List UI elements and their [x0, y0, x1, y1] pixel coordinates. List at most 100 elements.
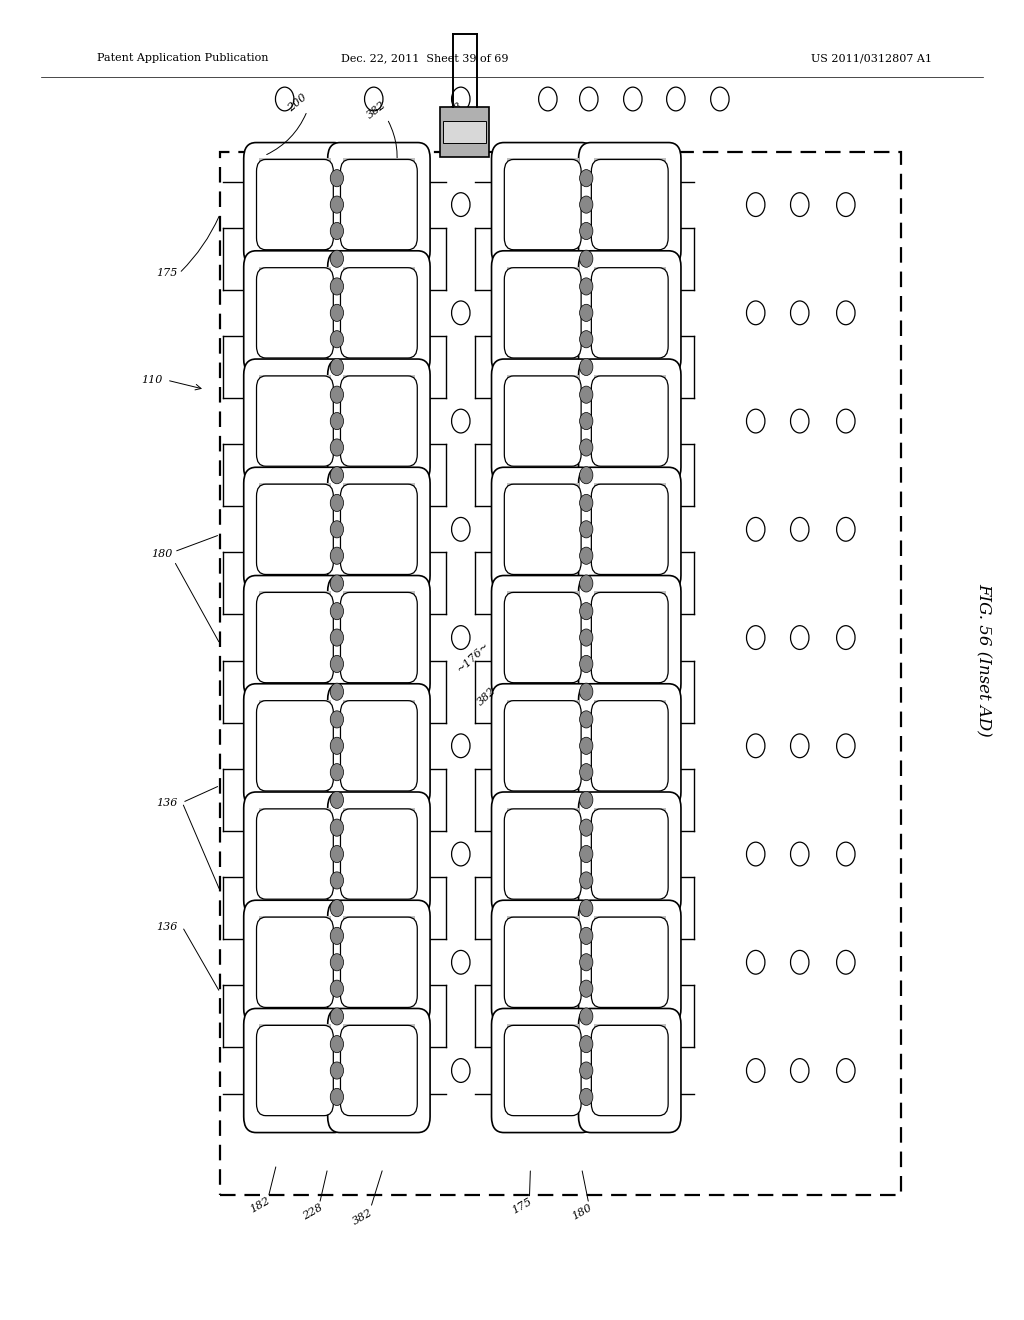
- Circle shape: [580, 358, 593, 376]
- Circle shape: [330, 656, 343, 673]
- FancyBboxPatch shape: [492, 359, 594, 483]
- Circle shape: [580, 928, 593, 945]
- Circle shape: [580, 251, 593, 268]
- Bar: [343, 375, 415, 393]
- FancyBboxPatch shape: [492, 251, 594, 375]
- Circle shape: [580, 602, 593, 620]
- Bar: [507, 591, 579, 610]
- FancyBboxPatch shape: [244, 576, 346, 700]
- Bar: [594, 591, 666, 610]
- FancyBboxPatch shape: [505, 376, 582, 466]
- Circle shape: [330, 928, 343, 945]
- Circle shape: [330, 900, 343, 917]
- Text: 180: 180: [152, 549, 172, 560]
- Circle shape: [580, 981, 593, 998]
- Text: ~176~: ~176~: [455, 640, 492, 675]
- Circle shape: [330, 467, 343, 484]
- Bar: [259, 916, 331, 935]
- Circle shape: [330, 251, 343, 268]
- FancyBboxPatch shape: [340, 484, 418, 574]
- FancyBboxPatch shape: [328, 576, 430, 700]
- Text: FIG. 56 (Inset AD): FIG. 56 (Inset AD): [975, 583, 991, 737]
- Circle shape: [580, 467, 593, 484]
- FancyBboxPatch shape: [244, 143, 346, 267]
- Circle shape: [330, 385, 343, 404]
- FancyBboxPatch shape: [592, 809, 668, 899]
- FancyBboxPatch shape: [579, 792, 681, 916]
- Circle shape: [330, 494, 343, 511]
- Circle shape: [330, 792, 343, 808]
- Circle shape: [580, 385, 593, 404]
- Circle shape: [580, 546, 593, 565]
- Circle shape: [330, 1088, 343, 1106]
- Text: 180: 180: [570, 1203, 593, 1221]
- Circle shape: [580, 170, 593, 186]
- FancyBboxPatch shape: [328, 143, 430, 267]
- Circle shape: [330, 818, 343, 837]
- FancyBboxPatch shape: [592, 376, 668, 466]
- FancyBboxPatch shape: [592, 484, 668, 574]
- Circle shape: [580, 792, 593, 808]
- Bar: [259, 1024, 331, 1043]
- FancyBboxPatch shape: [505, 484, 582, 574]
- Text: 110: 110: [141, 375, 162, 385]
- Bar: [507, 916, 579, 935]
- Bar: [343, 158, 415, 177]
- Circle shape: [580, 684, 593, 701]
- Circle shape: [330, 358, 343, 376]
- Circle shape: [580, 412, 593, 430]
- Bar: [594, 483, 666, 502]
- FancyBboxPatch shape: [340, 701, 418, 791]
- Text: 382: 382: [351, 1208, 374, 1226]
- Text: 182: 182: [249, 1196, 271, 1214]
- FancyBboxPatch shape: [328, 1008, 430, 1133]
- Bar: [343, 700, 415, 718]
- FancyBboxPatch shape: [579, 576, 681, 700]
- Circle shape: [580, 1036, 593, 1053]
- FancyBboxPatch shape: [340, 809, 418, 899]
- Circle shape: [580, 197, 593, 214]
- Text: US 2011/0312807 A1: US 2011/0312807 A1: [811, 53, 932, 63]
- Circle shape: [580, 1008, 593, 1026]
- Text: 175: 175: [157, 268, 177, 279]
- FancyBboxPatch shape: [244, 467, 346, 591]
- FancyBboxPatch shape: [256, 809, 333, 899]
- FancyBboxPatch shape: [340, 268, 418, 358]
- Text: Dec. 22, 2011  Sheet 39 of 69: Dec. 22, 2011 Sheet 39 of 69: [341, 53, 509, 63]
- Bar: [440, 107, 489, 157]
- Circle shape: [330, 954, 343, 972]
- FancyBboxPatch shape: [256, 376, 333, 466]
- Bar: [507, 267, 579, 285]
- Circle shape: [330, 846, 343, 863]
- FancyBboxPatch shape: [244, 1008, 346, 1133]
- Bar: [507, 700, 579, 718]
- FancyBboxPatch shape: [328, 467, 430, 591]
- FancyBboxPatch shape: [340, 593, 418, 682]
- Text: 175: 175: [511, 1197, 534, 1216]
- Circle shape: [580, 279, 593, 296]
- FancyBboxPatch shape: [579, 467, 681, 591]
- Bar: [507, 375, 579, 393]
- FancyBboxPatch shape: [244, 251, 346, 375]
- Text: 382: 382: [366, 99, 388, 120]
- FancyBboxPatch shape: [579, 684, 681, 808]
- FancyBboxPatch shape: [492, 1008, 594, 1133]
- Bar: [594, 916, 666, 935]
- FancyBboxPatch shape: [328, 792, 430, 916]
- FancyBboxPatch shape: [492, 143, 594, 267]
- FancyBboxPatch shape: [256, 701, 333, 791]
- FancyBboxPatch shape: [505, 593, 582, 682]
- Circle shape: [330, 546, 343, 565]
- FancyBboxPatch shape: [592, 268, 668, 358]
- Text: 382: 382: [475, 686, 498, 708]
- Circle shape: [580, 223, 593, 240]
- Circle shape: [580, 737, 593, 755]
- Bar: [594, 700, 666, 718]
- Bar: [259, 808, 331, 826]
- Text: 228: 228: [301, 1203, 324, 1221]
- Circle shape: [330, 305, 343, 322]
- FancyBboxPatch shape: [492, 792, 594, 916]
- FancyBboxPatch shape: [579, 900, 681, 1024]
- Bar: [259, 158, 331, 177]
- FancyBboxPatch shape: [340, 1026, 418, 1115]
